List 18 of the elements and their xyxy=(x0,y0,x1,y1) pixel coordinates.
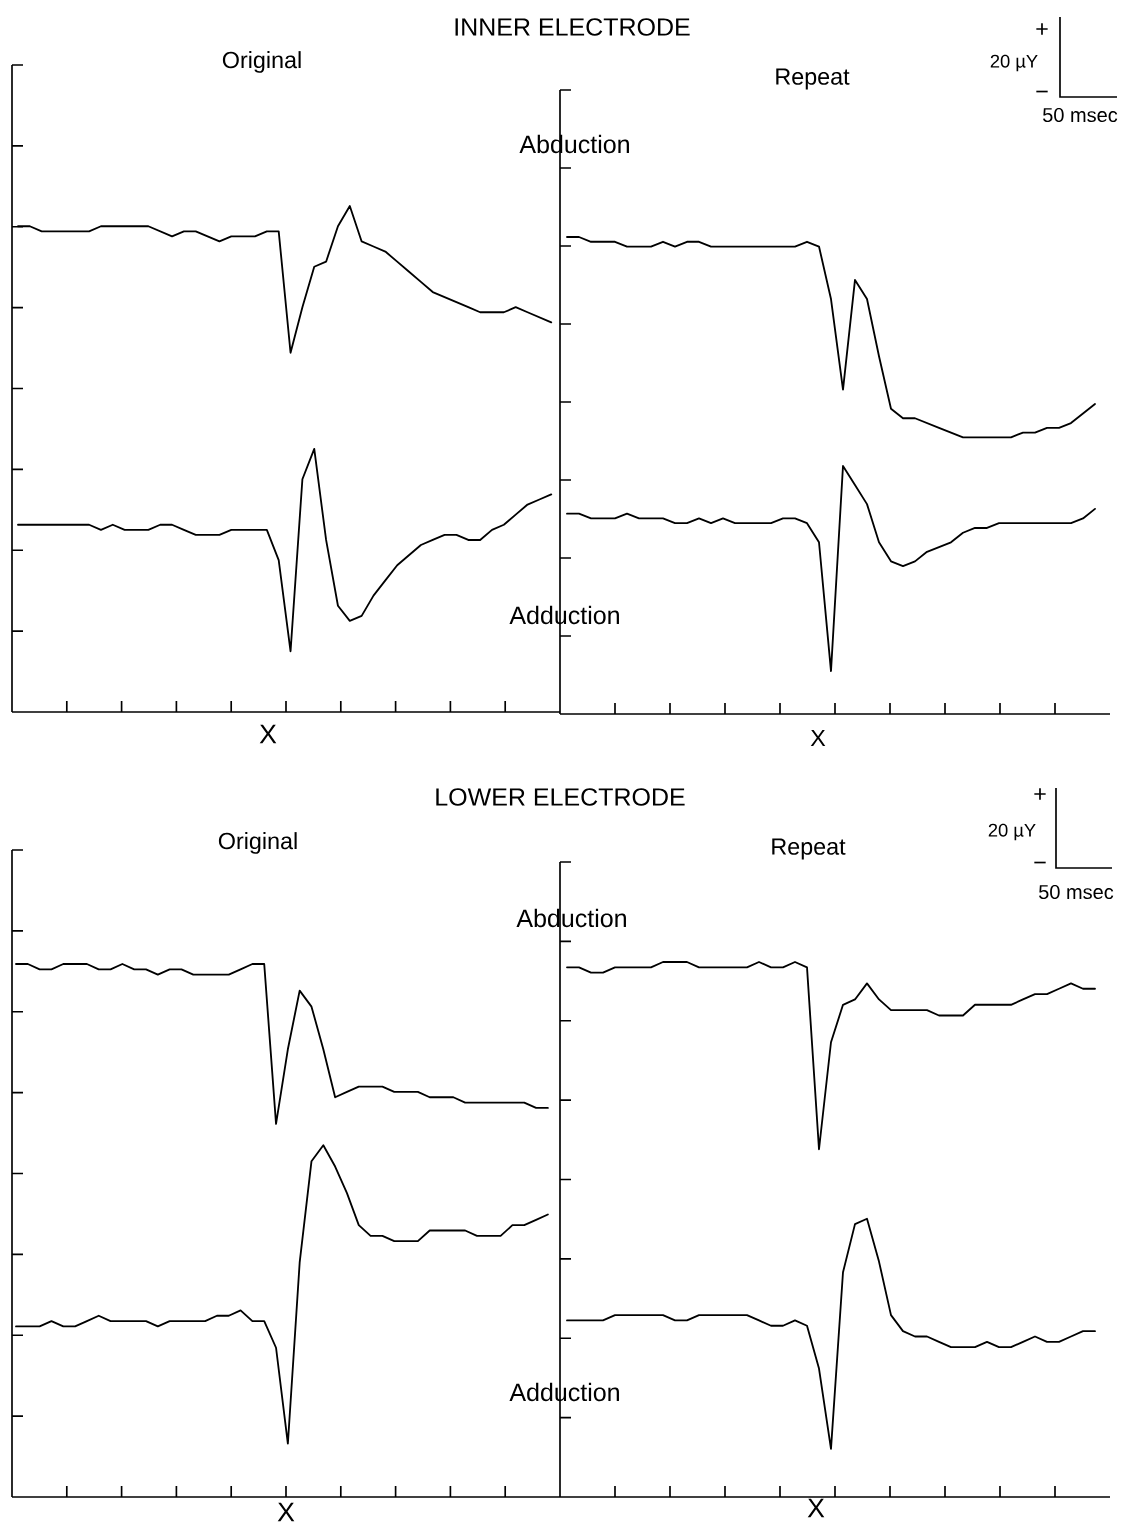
chart-title: Original xyxy=(218,832,297,854)
text: X xyxy=(810,729,826,747)
text: + xyxy=(1034,788,1046,800)
text: INNER ELECTRODE xyxy=(455,18,690,36)
text: 20 µY xyxy=(990,54,1038,72)
chart-title: Original xyxy=(222,51,301,73)
text: 20 µY xyxy=(988,823,1036,841)
text: − xyxy=(1036,90,1048,93)
text: X xyxy=(277,1502,295,1522)
text: + xyxy=(1036,23,1048,35)
text: − xyxy=(1034,861,1046,864)
text: X xyxy=(807,1498,825,1518)
text: 50 msec xyxy=(1039,884,1114,900)
chart-title: Repeat xyxy=(776,68,850,90)
text: X xyxy=(259,724,277,744)
text: 50 msec xyxy=(1043,107,1118,123)
chart-title: Repeat xyxy=(772,838,846,860)
text: LOWER ELECTRODE xyxy=(436,788,685,806)
